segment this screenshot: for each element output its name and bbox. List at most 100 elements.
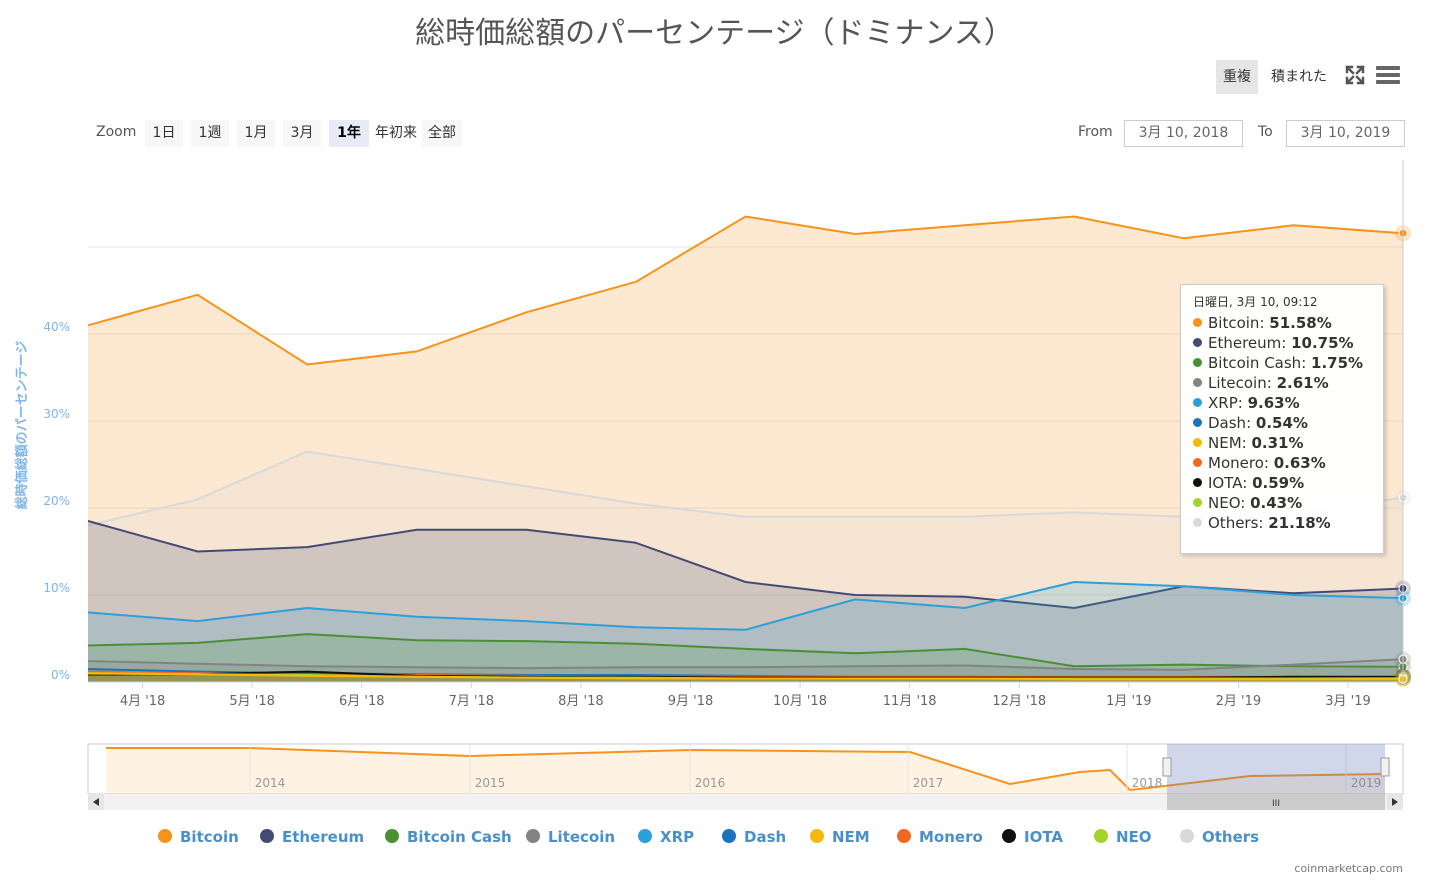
legend: Bitcoin Ethereum Bitcoin Cash Litecoin XRP Da… xyxy=(150,828,1270,854)
legend-dot xyxy=(158,828,172,843)
tooltip-series-dot xyxy=(1193,458,1202,467)
to-date-input[interactable]: 3月 10, 2019 xyxy=(1286,120,1405,147)
menu-icon[interactable] xyxy=(1376,64,1402,86)
bitcoin-cash-line[interactable] xyxy=(87,633,1404,668)
tooltip-series-dot xyxy=(1193,518,1202,527)
scrollbar-grip[interactable]: III xyxy=(1272,799,1280,809)
zoom-1m-button[interactable]: 1月 xyxy=(237,120,275,147)
navigator-year-label: 2016 xyxy=(695,776,726,790)
navigator-selection[interactable] xyxy=(1167,744,1385,794)
zoom-1y-button[interactable]: 1年 xyxy=(329,120,369,147)
legend-dot xyxy=(897,828,911,843)
x-tick-label: 2月 '19 xyxy=(1216,694,1262,709)
tooltip-row: Bitcoin Cash: 1.75% xyxy=(1193,353,1371,373)
credits-link[interactable]: coinmarketcap.com xyxy=(1294,862,1403,875)
tooltip-row: XRP: 9.63% xyxy=(1193,393,1371,413)
from-label: From xyxy=(1078,124,1113,140)
x-tick-label: 11月 '18 xyxy=(883,694,937,709)
tooltip-series-dot xyxy=(1193,498,1202,507)
tooltip-series-name: NEO: xyxy=(1208,494,1251,512)
tooltip-series-dot xyxy=(1193,318,1202,327)
legend-item-others[interactable]: Others xyxy=(1180,828,1259,846)
tooltip-date: 日曜日, 3月 10, 09:12 xyxy=(1193,295,1318,309)
from-date-input[interactable]: 3月 10, 2018 xyxy=(1124,120,1243,147)
y-tick-label: 20% xyxy=(43,494,70,508)
navigator-year-label: 2018 xyxy=(1132,776,1163,790)
zoom-3m-button[interactable]: 3月 xyxy=(283,120,321,147)
x-tick-label: 6月 '18 xyxy=(339,694,385,709)
navigator-year-label: 2015 xyxy=(475,776,506,790)
x-tick-label: 1月 '19 xyxy=(1106,694,1152,709)
scrollbar-track[interactable] xyxy=(88,794,1403,810)
xrp-area xyxy=(88,582,1403,682)
tooltip-row: Others: 21.18% xyxy=(1193,513,1371,533)
legend-label: Ethereum xyxy=(282,828,365,846)
legend-item-bitcoin[interactable]: Bitcoin xyxy=(158,828,239,846)
tooltip-row: NEM: 0.31% xyxy=(1193,433,1371,453)
legend-item-iota[interactable]: IOTA xyxy=(1002,828,1063,846)
legend-dot xyxy=(638,828,652,843)
tooltip-series-name: Ethereum: xyxy=(1208,334,1292,352)
navigator-year-label: 2014 xyxy=(255,776,286,790)
zoom-all-button[interactable]: 全部 xyxy=(422,120,462,147)
legend-label: Litecoin xyxy=(548,828,616,846)
zoom-1d-button[interactable]: 1日 xyxy=(145,120,183,147)
zoom-1w-button[interactable]: 1週 xyxy=(191,120,229,147)
xrp-line[interactable] xyxy=(87,580,1404,631)
to-label: To xyxy=(1258,124,1273,140)
legend-item-dash[interactable]: Dash xyxy=(722,828,786,846)
bitcoin-cash-area xyxy=(88,634,1403,682)
overlap-button[interactable]: 重複 xyxy=(1216,60,1258,94)
legend-item-monero[interactable]: Monero xyxy=(897,828,983,846)
tooltip-series-name: XRP: xyxy=(1208,394,1248,412)
navigator-year-label: 2019 xyxy=(1351,776,1382,790)
legend-item-neo[interactable]: NEO xyxy=(1094,828,1152,846)
legend-item-xrp[interactable]: XRP xyxy=(638,828,694,846)
x-tick-label: 5月 '18 xyxy=(229,694,275,709)
navigator-frame xyxy=(87,743,1404,795)
tooltip-series-value: 0.54% xyxy=(1255,414,1308,432)
tooltip-series-name: Bitcoin: xyxy=(1208,314,1270,332)
tooltip-series-dot xyxy=(1193,418,1202,427)
bitcoin-area xyxy=(88,216,1403,682)
y-tick-label: 40% xyxy=(43,320,70,334)
x-tick-label: 4月 '18 xyxy=(120,694,166,709)
legend-item-litecoin[interactable]: Litecoin xyxy=(526,828,615,846)
navigator-handle[interactable] xyxy=(1380,757,1390,777)
y-tick-label: 30% xyxy=(43,407,70,421)
nem-line[interactable] xyxy=(87,672,1404,681)
legend-dot xyxy=(260,828,274,843)
tooltip-series-name: Bitcoin Cash: xyxy=(1208,354,1312,372)
tooltip-series-value: 0.43% xyxy=(1250,494,1303,512)
x-tick-label: 10月 '18 xyxy=(773,694,827,709)
fullscreen-icon[interactable] xyxy=(1344,64,1366,86)
legend-label: XRP xyxy=(660,828,695,846)
legend-item-nem[interactable]: NEM xyxy=(810,828,870,846)
zoom-ytd-button[interactable]: 年初来 xyxy=(375,125,417,141)
others-area xyxy=(88,451,1403,682)
x-tick-label: 12月 '18 xyxy=(992,694,1046,709)
legend-item-ethereum[interactable]: Ethereum xyxy=(260,828,364,846)
litecoin-line[interactable] xyxy=(87,658,1404,671)
navigator-handle[interactable] xyxy=(1162,757,1172,777)
navigator-line xyxy=(106,747,1386,792)
y-axis-title: 総時価総額のパーセンテージ xyxy=(14,341,30,510)
tooltip-series-dot xyxy=(1193,438,1202,447)
legend-label: Bitcoin Cash xyxy=(407,828,512,846)
tooltip-series-value: 1.75% xyxy=(1311,354,1364,372)
bitcoin-line[interactable] xyxy=(87,215,1404,366)
tooltip-series-value: 51.58% xyxy=(1269,314,1332,332)
stacked-button[interactable]: 積まれた xyxy=(1271,69,1327,85)
tooltip-series-name: Dash: xyxy=(1208,414,1256,432)
tooltip-row: NEO: 0.43% xyxy=(1193,493,1371,513)
tooltip-series-value: 2.61% xyxy=(1276,374,1329,392)
legend-dot xyxy=(1002,828,1016,843)
tooltip-series-dot xyxy=(1193,338,1202,347)
x-tick-label: 9月 '18 xyxy=(668,694,714,709)
legend-dot xyxy=(810,828,824,843)
tooltip-row: IOTA: 0.59% xyxy=(1193,473,1371,493)
scrollbar-thumb[interactable] xyxy=(1167,794,1385,810)
tooltip-series-dot xyxy=(1193,358,1202,367)
legend-item-bitcoin-cash[interactable]: Bitcoin Cash xyxy=(385,828,512,846)
